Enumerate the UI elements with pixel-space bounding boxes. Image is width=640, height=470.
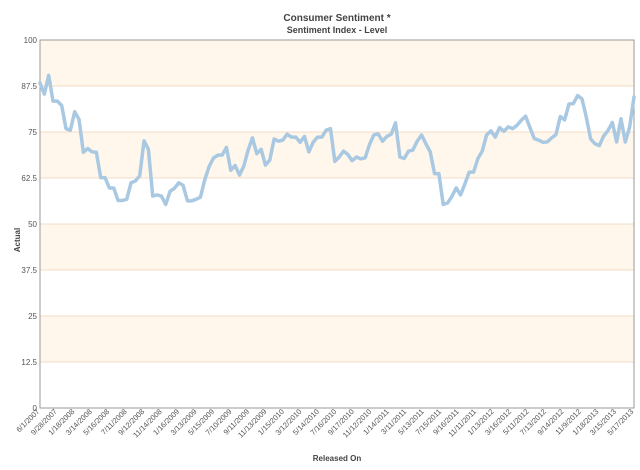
y-tick-labels: 0 12.5 25 37.5 50 62.5 75 87.5 100 xyxy=(21,36,37,413)
x-axis-title: Released On xyxy=(313,454,362,463)
plot-frame xyxy=(39,39,635,409)
plot-bands xyxy=(40,40,634,408)
y-tick-label: 37.5 xyxy=(21,266,37,275)
plot-band xyxy=(40,316,634,362)
plot-band xyxy=(40,362,634,408)
x-tick-labels: 6/1/20079/28/20071/18/20083/14/20085/16/… xyxy=(14,407,635,440)
chart-subtitle: Sentiment Index - Level xyxy=(287,25,388,35)
plot-band xyxy=(40,270,634,316)
y-tick-label: 25 xyxy=(28,312,37,321)
y-tick-label: 12.5 xyxy=(21,358,37,367)
plot-band xyxy=(40,132,634,178)
plot-band xyxy=(40,178,634,224)
plot-band xyxy=(40,224,634,270)
series-line xyxy=(38,73,636,207)
y-tick-label: 50 xyxy=(28,220,37,229)
y-tick-label: 87.5 xyxy=(21,82,37,91)
y-tick-label: 75 xyxy=(28,128,37,137)
plot-band xyxy=(40,86,634,132)
y-tick-label: 100 xyxy=(24,36,38,45)
chart-title: Consumer Sentiment * xyxy=(283,13,390,24)
y-axis-title: Actual xyxy=(13,228,22,252)
plot-band xyxy=(40,40,634,86)
y-tick-label: 0 xyxy=(33,404,38,413)
y-tick-label: 62.5 xyxy=(21,174,37,183)
